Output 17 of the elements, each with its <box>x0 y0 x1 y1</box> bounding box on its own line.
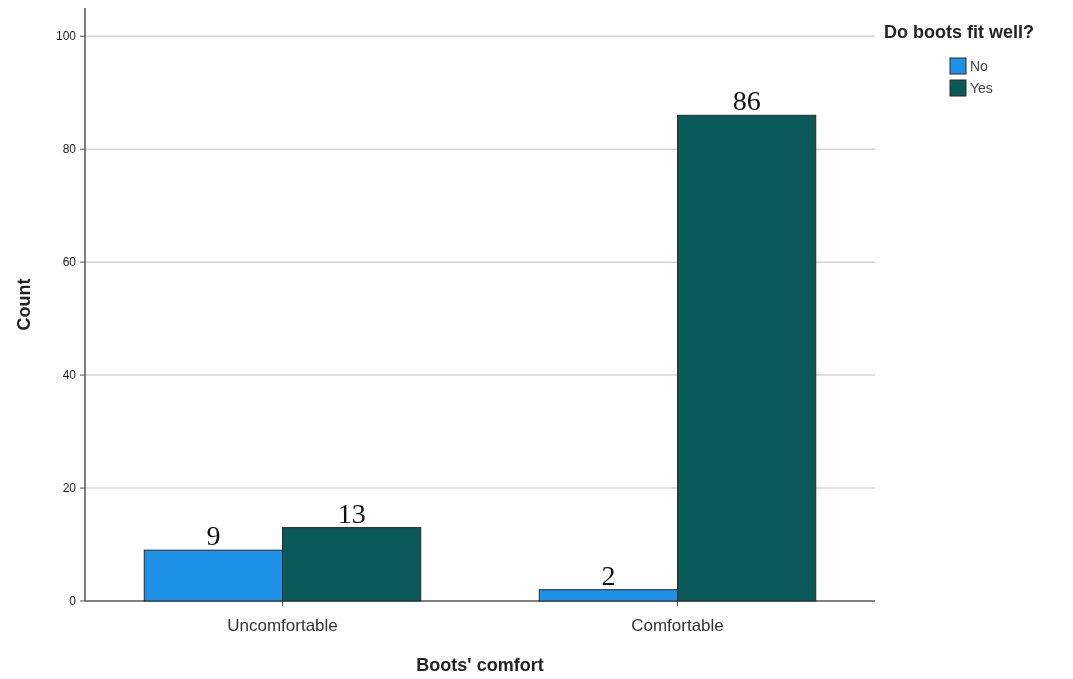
x-tick-label: Comfortable <box>631 616 724 635</box>
x-tick-label: Uncomfortable <box>227 616 338 635</box>
legend-label: No <box>970 57 989 74</box>
data-label: 9 <box>206 520 221 552</box>
y-tick-label: 60 <box>62 255 77 270</box>
y-axis-title: Count <box>14 278 34 331</box>
y-tick-label: 0 <box>69 594 77 609</box>
y-tick-label: 100 <box>55 29 77 44</box>
data-label: 2 <box>601 559 616 591</box>
y-tick-label: 80 <box>62 142 77 157</box>
y-tick-label: 20 <box>62 481 77 496</box>
y-tick-label: 40 <box>62 368 77 383</box>
legend-label: Yes <box>970 79 993 96</box>
x-axis-title: Boots' comfort <box>416 655 544 675</box>
legend-title: Do boots fit well? <box>884 22 1034 42</box>
data-label: 13 <box>337 497 366 529</box>
data-label: 86 <box>732 85 761 117</box>
